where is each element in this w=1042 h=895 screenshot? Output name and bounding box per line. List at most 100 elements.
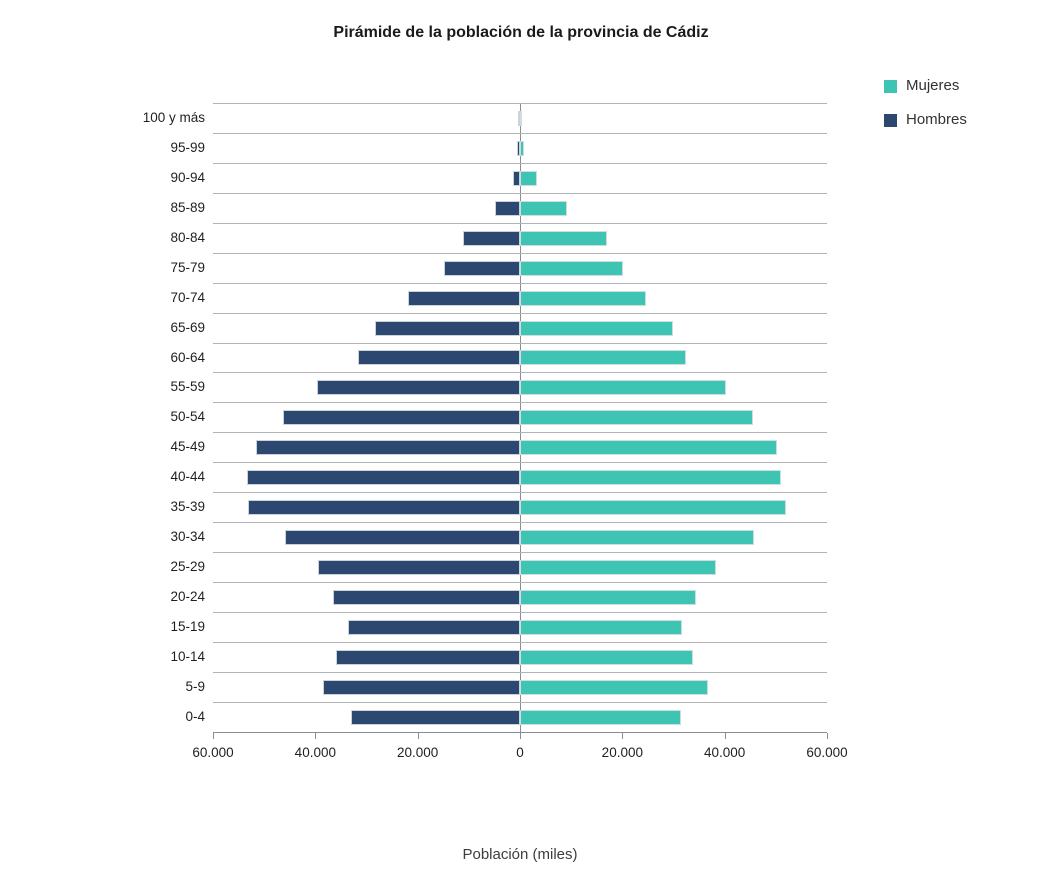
age-group-label: 20-24 [170,589,205,604]
mujeres-half [520,373,827,402]
hombres-bar [513,170,520,186]
hombres-bar [517,140,520,156]
age-group-label: 70-74 [170,289,205,305]
pyramid-row [213,492,827,522]
hombres-half [213,643,520,672]
mujeres-bar [520,350,687,366]
hombres-bar [357,350,520,366]
pyramid-row [213,372,827,402]
x-tick-label: 20.000 [601,745,643,760]
age-group-label: 5-9 [185,678,205,694]
mujeres-bar [520,380,726,396]
hombres-half [213,553,520,582]
pyramid-row [213,641,827,672]
age-group-label: 100 y más [142,110,205,125]
age-group-label: 95-99 [170,139,205,155]
hombres-half [213,673,520,702]
hombres-half [213,104,520,133]
pyramid-row [213,312,827,343]
legend-item-hombres: Hombres [884,111,967,129]
pyramid-row [213,432,827,462]
hombres-bar [444,260,520,276]
age-group-label: 45-49 [170,439,205,455]
chart-title: Pirámide de la población de la provincia… [333,24,709,41]
mujeres-half [520,403,827,432]
pyramid-row [213,103,827,133]
pyramid-row [213,522,827,552]
pyramid-row [213,611,827,642]
mujeres-half [520,104,827,133]
hombres-bar [283,410,520,426]
legend-label-hombres: Hombres [906,111,967,128]
pyramid-row [213,252,827,283]
pyramid-row [213,282,827,313]
legend-label-mujeres: Mujeres [906,77,960,94]
pyramid-row [213,402,827,432]
hombres-half [213,224,520,253]
hombres-half [213,403,520,432]
age-group-label: 0-4 [185,708,205,724]
x-tick-mark [724,733,726,739]
hombres-bar [285,530,520,546]
mujeres-bar [520,530,754,546]
hombres-half [213,613,520,642]
legend-item-mujeres: Mujeres [884,77,967,95]
age-group-label: 50-54 [170,409,205,425]
hombres-half [213,254,520,283]
pyramid-row [213,462,827,492]
hombres-half [213,164,520,193]
age-group-label: 35-39 [170,499,205,515]
hombres-bar [351,709,520,725]
hombres-half [213,344,520,373]
x-axis: 60.000 40.000 20.000 0 20.000 40.000 60.000 [192,732,848,772]
mujeres-bar [520,170,538,186]
legend-swatch-hombres-icon [884,113,897,127]
mujeres-half [520,284,827,313]
hombres-bar [408,290,520,306]
y-axis-labels: 100 y más 95-99 90-94 85-89 80-84 75-79 70-74 6… [60,103,205,732]
mujeres-half [520,224,827,253]
mujeres-bar [520,709,681,725]
legend: Mujeres Hombres [884,77,967,129]
hombres-bar [246,470,520,486]
hombres-half [213,314,520,343]
mujeres-half [520,344,827,373]
mujeres-bar [520,110,522,126]
mujeres-half [520,583,827,612]
mujeres-half [520,194,827,223]
hombres-half [213,523,520,552]
hombres-half [213,433,520,462]
x-tick-mark [827,733,828,739]
mujeres-bar [520,470,781,486]
hombres-half [213,703,520,732]
mujeres-half [520,523,827,552]
hombres-bar [336,649,520,665]
hombres-bar [318,560,520,576]
hombres-bar [463,230,520,246]
mujeres-bar [520,290,647,306]
x-tick-label: 20.000 [397,745,439,760]
mujeres-bar [520,260,623,276]
hombres-bar [255,440,520,456]
mujeres-half [520,433,827,462]
pyramid-row [213,671,827,702]
hombres-bar [375,320,520,336]
pyramid-row [213,162,827,193]
age-group-label: 15-19 [170,618,205,634]
mujeres-bar [520,560,716,576]
mujeres-bar [520,320,673,336]
x-tick-label: 60.000 [192,745,234,760]
hombres-half [213,134,520,163]
mujeres-bar [520,679,708,695]
x-tick-mark [622,733,624,739]
x-axis-title: Población (miles) [462,846,578,863]
mujeres-bar [520,230,607,246]
age-group-label: 85-89 [170,199,205,215]
age-group-label: 10-14 [170,648,205,664]
hombres-half [213,463,520,492]
mujeres-bar [520,140,525,156]
hombres-half [213,284,520,313]
hombres-half [213,583,520,612]
age-group-label: 25-29 [170,559,205,575]
